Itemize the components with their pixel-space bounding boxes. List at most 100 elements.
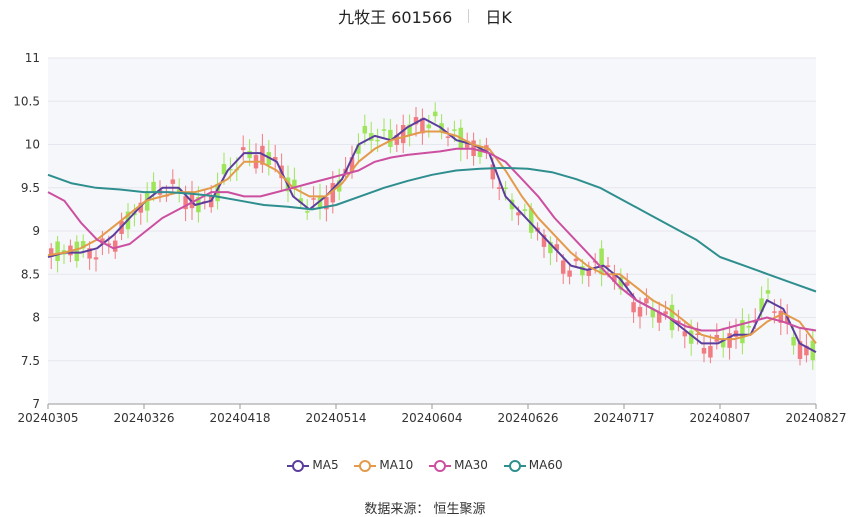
candle-up xyxy=(573,258,579,262)
legend-item-ma60[interactable]: MA60 xyxy=(503,458,563,472)
candle-up xyxy=(624,282,630,286)
candle-up xyxy=(93,257,99,260)
candle-up xyxy=(663,311,668,315)
title-divider xyxy=(468,9,470,23)
y-tick-label: 7 xyxy=(32,397,40,411)
candle-down xyxy=(669,304,675,331)
candle-down xyxy=(746,325,752,328)
y-tick-label: 9 xyxy=(32,224,40,238)
candle-down xyxy=(298,198,304,204)
candle-down xyxy=(720,339,726,348)
candle-up xyxy=(637,306,643,317)
candle-up xyxy=(170,179,176,184)
y-tick-label: 9.5 xyxy=(21,181,40,195)
candle-up xyxy=(682,331,688,337)
candle-up xyxy=(240,147,246,151)
candle-up xyxy=(560,260,566,274)
y-tick-label: 11 xyxy=(25,51,40,65)
candle-down xyxy=(304,211,310,213)
candle-down xyxy=(791,336,796,346)
candle-down xyxy=(759,298,764,312)
candle-up xyxy=(48,248,54,257)
candle-up xyxy=(138,202,144,213)
candle-up xyxy=(106,243,112,245)
candle-down xyxy=(522,209,528,211)
stock-name-code: 九牧王 601566 xyxy=(338,8,453,27)
candle-up xyxy=(567,270,572,277)
x-tick-label: 20240418 xyxy=(209,411,270,425)
x-tick-label: 20240807 xyxy=(689,411,750,425)
candle-down xyxy=(247,150,252,159)
candle-down xyxy=(740,320,745,344)
candle-down xyxy=(362,125,368,134)
candle-up xyxy=(349,157,355,172)
legend-ma5-label: MA5 xyxy=(312,458,339,472)
candle-down xyxy=(228,168,233,171)
x-tick-label: 20240326 xyxy=(113,411,174,425)
x-tick-label: 20240717 xyxy=(593,411,654,425)
candle-up xyxy=(612,273,617,282)
candle-up xyxy=(797,341,803,359)
candle-down xyxy=(765,290,771,294)
candle-up xyxy=(541,234,547,247)
candle-down xyxy=(650,308,656,318)
legend-ma10-label: MA10 xyxy=(379,458,414,472)
candle-down xyxy=(176,188,182,192)
series-line-ma30 xyxy=(47,147,817,332)
candle-down xyxy=(580,266,585,276)
legend-item-ma10[interactable]: MA10 xyxy=(354,458,413,472)
candle-up xyxy=(656,311,662,323)
candle-down xyxy=(528,208,534,233)
candle-up xyxy=(189,191,195,209)
candle-up xyxy=(708,345,713,358)
candle-down xyxy=(452,129,457,131)
candle-up xyxy=(778,310,784,323)
candle-down xyxy=(74,241,80,262)
candle-up xyxy=(272,156,278,161)
x-tick-label: 20240514 xyxy=(305,411,366,425)
y-tick-label: 8.5 xyxy=(21,267,40,281)
candle-up xyxy=(644,298,649,304)
candle-up xyxy=(311,198,316,200)
candle-up xyxy=(784,316,790,324)
candle-up xyxy=(516,212,521,216)
candle-up xyxy=(701,347,707,354)
candle-up xyxy=(445,136,451,138)
legend-item-ma30[interactable]: MA30 xyxy=(429,458,488,472)
legend-ma60-swatch xyxy=(503,459,526,472)
y-tick-label: 8 xyxy=(32,311,40,325)
candle-down xyxy=(388,129,393,147)
candle-up xyxy=(772,311,777,313)
candle-down xyxy=(55,241,60,262)
candle-down xyxy=(80,241,86,249)
legend-item-ma5[interactable]: MA5 xyxy=(287,458,339,472)
candle-down xyxy=(426,124,432,129)
legend-ma30-swatch xyxy=(429,459,452,472)
period-label[interactable]: 日K xyxy=(485,8,512,27)
candle-up xyxy=(330,183,336,203)
legend: MA5 MA10 MA30 MA60 xyxy=(0,458,850,472)
candle-up xyxy=(324,197,329,210)
data-source: 数据来源： 恒生聚源 xyxy=(364,502,486,517)
candle-up xyxy=(400,125,406,144)
candle-up xyxy=(605,265,611,267)
candle-down xyxy=(375,139,380,142)
candle-up xyxy=(100,238,105,244)
candle-down xyxy=(356,144,361,154)
candle-down xyxy=(618,277,624,290)
candle-up xyxy=(464,140,470,148)
candle-down xyxy=(432,111,438,117)
y-tick-label: 10.5 xyxy=(13,94,40,108)
x-tick-label: 20240305 xyxy=(17,411,78,425)
candle-up xyxy=(554,244,560,251)
candle-up xyxy=(394,134,400,145)
series-line-ma60 xyxy=(47,166,817,293)
candle-up xyxy=(676,320,681,323)
candle-up xyxy=(420,118,425,134)
x-tick-label: 20240827 xyxy=(785,411,846,425)
y-tick-label: 10 xyxy=(25,138,40,152)
candle-up xyxy=(727,333,732,348)
y-tick-label: 7.5 xyxy=(21,354,40,368)
